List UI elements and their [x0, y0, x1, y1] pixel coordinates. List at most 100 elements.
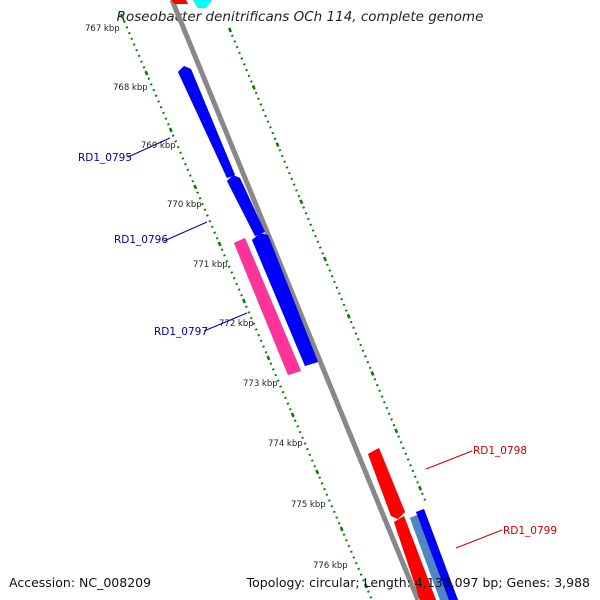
gene-RD1_0798[interactable] [367, 447, 406, 520]
gene-RD1_0795[interactable] [177, 65, 236, 179]
right-track-tick [402, 446, 405, 450]
right-track-tick [421, 492, 424, 496]
right-track-tick [288, 171, 291, 175]
right-track-tick [326, 263, 329, 267]
genome-backbone [169, 0, 421, 600]
right-track-tick [423, 498, 427, 501]
left-track-tick [290, 412, 295, 418]
left-track-tick [301, 436, 304, 440]
left-track-tick [298, 430, 302, 434]
right-track-tick [316, 240, 320, 244]
right-track-tick [269, 126, 272, 129]
left-track-tick [276, 379, 280, 383]
right-track-tick [404, 452, 408, 456]
left-track-tick [123, 20, 126, 23]
gene-light-blue[interactable] [409, 514, 451, 600]
right-track-tick [240, 57, 244, 60]
left-track-tick [240, 294, 243, 297]
gene-RD1_0799[interactable] [393, 515, 437, 600]
left-track-tick [208, 219, 212, 223]
gene-top-cyan[interactable] [192, 0, 213, 9]
right-track-tick [335, 286, 339, 289]
right-track-tick [375, 383, 379, 387]
right-track-tick [352, 326, 355, 330]
left-track-tick [152, 88, 156, 92]
right-track-tick [280, 154, 284, 158]
label-line-RD1_0798 [425, 450, 473, 470]
gene-forward-3[interactable] [251, 232, 319, 367]
right-track-tick [290, 177, 294, 181]
left-track-tick [281, 390, 285, 394]
left-track-tick [342, 533, 346, 536]
gene-forward-bottom[interactable] [415, 508, 459, 600]
tick-label: 771 kbp [193, 260, 228, 270]
left-track-tick [310, 459, 314, 462]
left-track-tick [352, 556, 356, 559]
summary-text: Topology: circular; Length: 4,133,097 bp… [246, 575, 590, 590]
right-track-tick [380, 395, 384, 398]
gene-label-RD1_0798[interactable]: RD1_0798 [473, 445, 527, 457]
left-track-tick [257, 333, 261, 337]
left-track-tick [247, 311, 251, 314]
right-track-tick [302, 206, 305, 209]
map-title: Roseobacter denitrificans OCh 114, compl… [116, 9, 484, 25]
right-track-tick [292, 183, 296, 186]
label-line-RD1_0795 [127, 137, 171, 158]
left-track-tick [369, 596, 373, 599]
left-track-tick [137, 54, 141, 58]
right-track-tick [257, 97, 260, 100]
left-track-tick [303, 442, 307, 445]
left-track-tick [217, 241, 222, 247]
right-track-tick [378, 389, 381, 393]
left-track-tick [119, 13, 125, 19]
left-track-tick [296, 425, 300, 428]
left-track-tick [332, 510, 336, 514]
left-track-tick [313, 465, 317, 468]
left-track-tick [140, 60, 143, 63]
tick-label: 769 kbp [141, 141, 176, 151]
right-track-tick [227, 27, 233, 33]
right-track-tick [314, 234, 317, 238]
right-track-tick [299, 199, 304, 205]
right-track-tick [321, 252, 324, 255]
left-track-tick [354, 561, 358, 565]
right-track-tick [242, 63, 246, 66]
left-track-tick [274, 373, 278, 377]
left-track-tick [288, 408, 292, 411]
right-track-tick [392, 423, 396, 427]
left-track-tick [230, 271, 234, 274]
right-track-tick [235, 45, 239, 49]
right-track-tick [251, 84, 256, 90]
gene-RD1_0797[interactable] [233, 237, 302, 376]
left-track-tick [220, 248, 224, 251]
gene-label-RD1_0799[interactable]: RD1_0799 [503, 525, 557, 537]
left-track-tick [339, 526, 344, 532]
left-track-tick [271, 368, 275, 371]
right-track-tick [366, 360, 370, 364]
left-track-tick [245, 305, 248, 308]
left-track-tick [262, 345, 265, 348]
gene-label-RD1_0795[interactable]: RD1_0795 [78, 152, 132, 164]
left-track-tick [181, 157, 185, 160]
right-track-tick [271, 131, 275, 135]
left-track-tick [347, 544, 351, 548]
left-track-tick [237, 288, 241, 291]
tick-label: 767 kbp [85, 24, 120, 34]
left-track-tick [174, 140, 178, 143]
left-track-tick [349, 550, 353, 554]
right-track-tick [278, 149, 282, 152]
gene-label-RD1_0796[interactable]: RD1_0796 [114, 234, 168, 246]
left-track-tick [254, 328, 258, 331]
left-track-tick [213, 231, 217, 234]
right-track-tick [359, 343, 362, 347]
left-track-tick [362, 579, 365, 582]
right-track-tick [259, 103, 263, 106]
gene-top-red[interactable] [170, 0, 189, 5]
gene-RD1_0796[interactable] [226, 174, 266, 237]
right-track-tick [247, 74, 251, 78]
left-track-tick [149, 83, 153, 86]
gene-label-RD1_0797[interactable]: RD1_0797 [154, 326, 208, 338]
right-track-tick [349, 320, 353, 324]
left-track-tick [168, 127, 173, 133]
